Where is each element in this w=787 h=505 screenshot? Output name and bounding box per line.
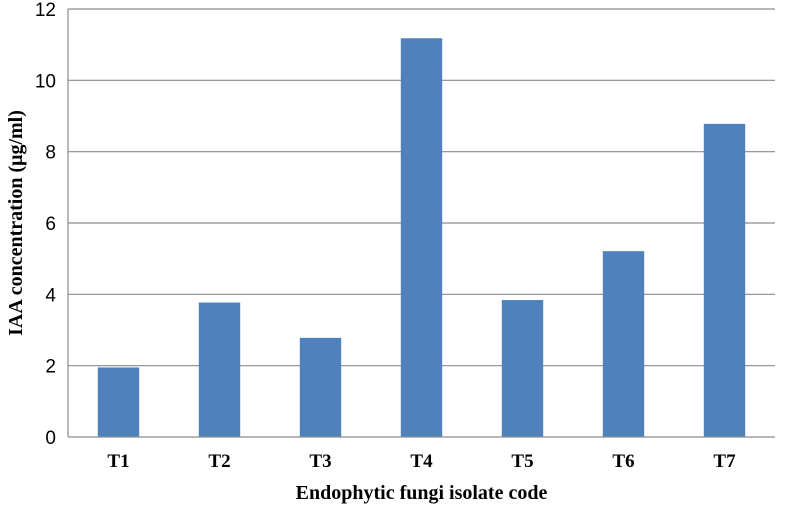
bar-t2: [198, 302, 241, 437]
x-axis-title: Endophytic fungi isolate code: [296, 482, 548, 504]
y-tick-label: 10: [35, 71, 56, 92]
y-tick-label: 0: [45, 428, 56, 449]
bar-t6: [602, 251, 645, 437]
bar-t4: [400, 38, 443, 437]
y-tick-label: 2: [45, 357, 56, 378]
y-tick-label: 4: [45, 285, 56, 306]
bar-t1: [97, 367, 140, 437]
x-tick-label: T7: [713, 451, 736, 472]
x-tick-label: T2: [208, 451, 230, 472]
x-tick-label: T5: [511, 451, 533, 472]
bar-t3: [299, 337, 342, 437]
y-tick-label: 12: [35, 0, 56, 21]
bar-t7: [703, 123, 746, 437]
x-tick-label: T6: [612, 451, 634, 472]
y-axis-title: IAA concentration (μg/ml): [5, 110, 27, 336]
y-tick-label: 8: [45, 143, 56, 164]
x-tick-label: T3: [309, 451, 331, 472]
bar-t5: [501, 300, 544, 437]
x-tick-label: T1: [107, 451, 129, 472]
y-tick-label: 6: [45, 214, 56, 235]
x-tick-labels: T1 T2 T3 T4 T5 T6 T7: [107, 451, 736, 472]
x-tick-label: T4: [410, 451, 433, 472]
y-tick-labels: 0 2 4 6 8 10 12: [35, 0, 57, 449]
bars: [97, 38, 746, 437]
